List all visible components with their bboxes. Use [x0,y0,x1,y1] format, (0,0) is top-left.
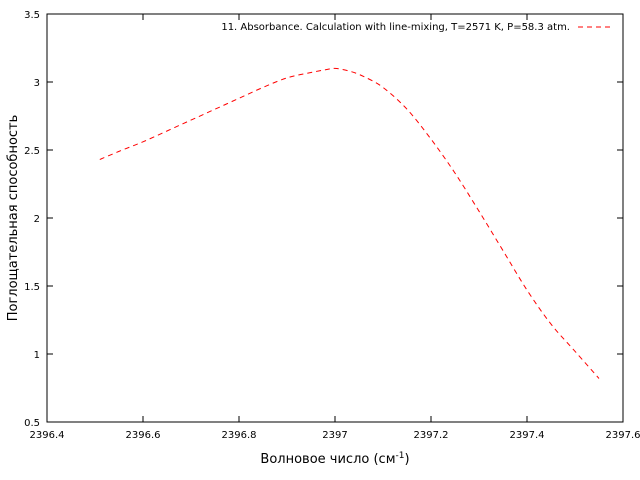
y-tick-label: 2 [34,214,40,225]
axis-ticks [46,13,624,423]
x-axis-title: Волновое число (см-1) [260,451,409,467]
x-tick-label: 2397.2 [414,430,449,441]
y-tick-label: 2.5 [24,146,40,157]
y-tick-label: 1 [34,350,40,361]
plot-frame [46,13,624,423]
y-tick-label: 3 [34,78,40,89]
x-tick-label: 2396.4 [30,430,65,441]
legend-label: 11. Absorbance. Calculation with line-mi… [221,22,570,33]
x-tick-label: 2397 [322,430,347,441]
x-tick-label: 2397.4 [510,430,545,441]
legend: 11. Absorbance. Calculation with line-mi… [221,22,612,33]
x-tick-label: 2396.6 [126,430,161,441]
y-axis-title: Поглощательная способность [6,115,21,322]
x-tick-label: 2396.8 [222,430,257,441]
y-tick-label: 1.5 [24,282,40,293]
y-tick-label: 3.5 [24,10,40,21]
x-axis-title-superscript: -1 [396,451,405,461]
y-tick-label: 0.5 [24,418,40,429]
series-line-absorbance [99,67,600,379]
x-tick-label: 2397.6 [606,430,640,441]
axis-tick-labels: 2396.4 2396.6 2396.8 2397 2397.2 2397.4 2397.6… [24,10,640,441]
